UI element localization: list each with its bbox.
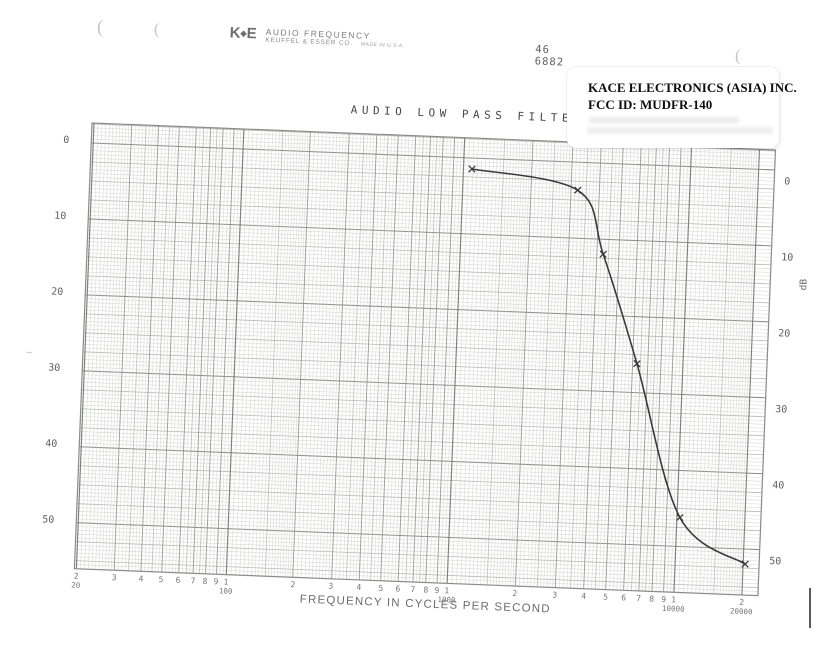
filter-response-line [471,168,746,565]
x-tick-label: 6 [621,593,627,603]
x-tick-label: 2 [512,588,518,599]
x-tick-label: 6 [175,575,181,585]
response-curve [471,168,746,565]
y-tick-label-left: 20 [51,286,64,298]
data-point-marker [573,186,582,194]
faded-text-smudge [587,127,773,134]
x-tick-label: 3 [552,590,558,600]
x-tick-label: 5 [158,574,164,585]
fcc-id-sticker: KACE ELECTRONICS (ASIA) INC. FCC ID: MUD… [567,67,797,148]
x-tick-label: 3 [328,581,334,591]
x-tick-sublabel: 20 [71,580,81,590]
sticker-fcc-id: FCC ID: MUDFR-140 [588,97,713,110]
y-tick-label-left: 30 [48,362,61,374]
pencil-smudge: ~ [25,345,34,360]
x-tick-label: 3 [111,573,117,583]
y-tick-label-right: 50 [769,556,782,568]
data-point-markers [468,165,749,568]
paper-part-number: 46 6882 [534,43,565,69]
y-tick-label-left: 50 [42,514,55,526]
x-tick-sublabel: 100 [218,586,233,596]
x-axis-title: FREQUENCY IN CYCLES PER SECOND [299,593,551,616]
y-tick-label-right: 10 [781,252,794,264]
sticker-company-name: KACE ELECTRONICS (ASIA) INC. [588,80,797,95]
faded-text-smudge [589,117,739,123]
ke-logo-mark: K◆E [229,24,257,43]
scan-mark-arc: ( [154,21,160,38]
x-tick-label: 2 [290,580,296,590]
x-tick-label: 5 [378,583,384,593]
y-tick-label-left: 10 [54,210,67,223]
x-tick-label: 5 [603,592,609,602]
plot-area [73,122,791,597]
x-tick-label: 4 [581,591,587,601]
scan-edge-artifact [809,588,811,628]
y-tick-label-right: 0 [784,176,791,188]
y-tick-label-right: 40 [772,480,785,492]
y-axis-labels-left: 0 10 20 30 40 50 [34,121,78,526]
y-tick-label-right: 30 [775,404,788,416]
x-tick-label: 4 [138,574,144,584]
data-point-marker [599,250,607,258]
grid-lines [73,122,777,597]
x-tick-label: 6 [395,584,401,594]
chart-title: AUDIO LOW PASS FILTER [350,103,585,126]
data-point-marker [676,513,684,522]
scan-mark-arc: ( [97,17,104,38]
x-tick-label: 4 [356,582,362,592]
data-point-marker [741,560,749,568]
data-point-marker [468,165,476,173]
ke-logo-text: AUDIO FREQUENCY KEUFFEL & ESSER CO. MADE … [265,27,405,50]
x-tick-sublabel: 20000 [729,606,753,617]
ke-logo: K◆E AUDIO FREQUENCY KEUFFEL & ESSER CO. M… [229,24,405,50]
x-tick-sublabel: 10000 [661,603,685,614]
y-tick-label-right: 20 [778,328,791,340]
data-point-marker [633,360,641,368]
y-tick-label-left: 0 [63,134,70,147]
grid-and-curve-svg [73,122,777,597]
made-in-label: MADE IN U.S.A. [360,41,405,50]
scan-mark-arc: ( [735,46,741,65]
y-tick-label-left: 40 [45,438,58,450]
y-axis-unit-label: dB [798,278,810,291]
